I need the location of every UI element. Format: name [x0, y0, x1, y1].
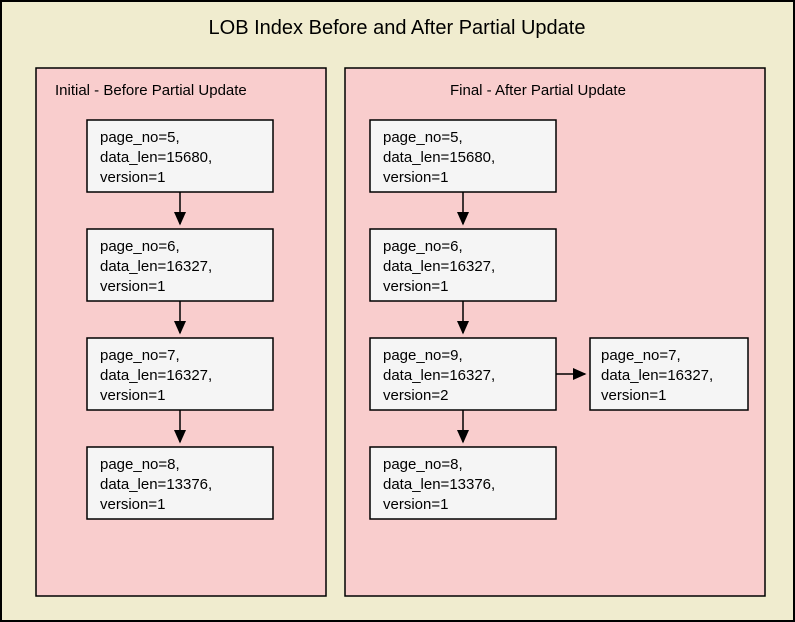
node-text: version=1 — [100, 496, 165, 513]
node-text: data_len=16327, — [383, 367, 495, 384]
node-text: data_len=15680, — [100, 149, 212, 166]
node-text: page_no=9, — [383, 347, 463, 364]
node-text: page_no=8, — [383, 456, 463, 473]
node-text: version=1 — [383, 496, 448, 513]
node-text: version=1 — [383, 169, 448, 186]
initial-node-1: page_no=5, data_len=15680, version=1 — [87, 120, 273, 192]
diagram-canvas: LOB Index Before and After Partial Updat… — [0, 0, 795, 622]
node-text: page_no=6, — [383, 238, 463, 255]
node-text: page_no=7, — [100, 347, 180, 364]
final-node-4: page_no=8, data_len=13376, version=1 — [370, 447, 556, 519]
node-text: data_len=15680, — [383, 149, 495, 166]
initial-node-3: page_no=7, data_len=16327, version=1 — [87, 338, 273, 410]
initial-node-2: page_no=6, data_len=16327, version=1 — [87, 229, 273, 301]
node-text: data_len=16327, — [100, 367, 212, 384]
node-text: page_no=7, — [601, 347, 681, 364]
panel-final-title: Final - After Partial Update — [450, 82, 626, 99]
diagram-title: LOB Index Before and After Partial Updat… — [209, 17, 586, 39]
node-text: version=2 — [383, 387, 448, 404]
node-text: page_no=5, — [100, 129, 180, 146]
final-node-5: page_no=7, data_len=16327, version=1 — [590, 338, 748, 410]
node-text: data_len=16327, — [100, 258, 212, 275]
node-text: page_no=5, — [383, 129, 463, 146]
node-text: data_len=13376, — [383, 476, 495, 493]
final-node-2: page_no=6, data_len=16327, version=1 — [370, 229, 556, 301]
panel-initial-title: Initial - Before Partial Update — [55, 82, 247, 99]
node-text: page_no=8, — [100, 456, 180, 473]
node-text: data_len=13376, — [100, 476, 212, 493]
node-text: page_no=6, — [100, 238, 180, 255]
final-node-3: page_no=9, data_len=16327, version=2 — [370, 338, 556, 410]
final-node-1: page_no=5, data_len=15680, version=1 — [370, 120, 556, 192]
node-text: data_len=16327, — [383, 258, 495, 275]
node-text: version=1 — [100, 278, 165, 295]
node-text: version=1 — [383, 278, 448, 295]
node-text: version=1 — [601, 387, 666, 404]
node-text: version=1 — [100, 387, 165, 404]
node-text: version=1 — [100, 169, 165, 186]
initial-node-4: page_no=8, data_len=13376, version=1 — [87, 447, 273, 519]
node-text: data_len=16327, — [601, 367, 713, 384]
